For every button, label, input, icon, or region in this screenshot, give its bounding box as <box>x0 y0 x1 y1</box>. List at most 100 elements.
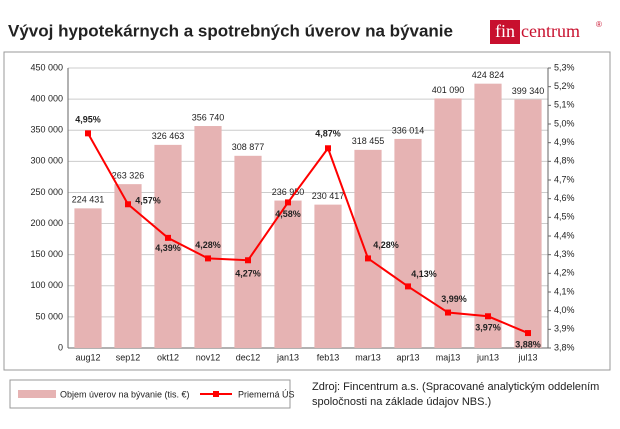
x-tick-label: okt12 <box>157 352 179 362</box>
y2-tick-label: 4,9% <box>554 137 575 147</box>
value-label: 4,39% <box>155 243 181 253</box>
y2-tick-label: 5,3% <box>554 62 575 72</box>
x-tick-label: feb13 <box>317 352 340 362</box>
y2-tick-label: 4,7% <box>554 174 575 184</box>
point <box>245 257 251 264</box>
y2-tick-label: 5,2% <box>554 81 575 91</box>
logo-part: centrum <box>521 21 580 41</box>
legend-label: Objem úverov na bývanie (tis. €) <box>60 389 190 399</box>
value-label: 4,13% <box>411 269 437 279</box>
y-tick-label: 400 000 <box>30 93 63 103</box>
x-tick-label: aug12 <box>75 352 100 362</box>
x-tick-label: dec12 <box>236 352 261 362</box>
value-label: 326 463 <box>152 131 185 141</box>
y2-tick-label: 5,0% <box>554 118 575 128</box>
y2-tick-label: 4,4% <box>554 230 575 240</box>
value-label: 4,27% <box>235 269 261 279</box>
legend-label: Priemerná ÚS <box>238 389 295 399</box>
bar <box>394 138 422 348</box>
legend-frame <box>9 379 291 409</box>
value-label: 401 090 <box>432 85 465 95</box>
x-tick-label: jun13 <box>476 352 499 362</box>
value-label: 4,57% <box>135 196 161 206</box>
y2-tick-label: 3,8% <box>554 342 575 352</box>
value-label: 4,28% <box>195 240 221 250</box>
y-tick-label: 200 000 <box>30 218 63 228</box>
line <box>87 132 529 334</box>
y-tick-label: 50 000 <box>35 311 63 321</box>
value-label: 4,28% <box>373 240 399 250</box>
y-tick-label: 100 000 <box>30 280 63 290</box>
y2-tick-label: 4,2% <box>554 268 575 278</box>
point <box>285 199 291 206</box>
value-label: 4,58% <box>275 209 301 219</box>
chart-frame <box>3 51 611 371</box>
value-label: 424 824 <box>472 70 505 80</box>
y-tick-label: 350 000 <box>30 125 63 135</box>
x-tick-label: maj13 <box>436 352 461 362</box>
source: Zdroj: Fincentrum a.s. (Spracované analy… <box>312 381 599 393</box>
value-label: 3,97% <box>475 323 501 333</box>
value-label: 224 431 <box>72 195 105 205</box>
legend-swatch <box>18 390 56 398</box>
point <box>325 145 331 152</box>
y-tick-label: 0 <box>58 342 63 352</box>
y2-tick-label: 4,3% <box>554 249 575 259</box>
value-label: 3,88% <box>515 339 541 349</box>
y2-tick-label: 4,0% <box>554 305 575 315</box>
y-tick-label: 250 000 <box>30 187 63 197</box>
legend-swatch <box>213 391 219 397</box>
y-tick-label: 450 000 <box>30 62 63 72</box>
bar <box>74 208 102 348</box>
source: spoločnosti na základe údajov NBS.) <box>312 396 491 408</box>
value-label: 336 014 <box>392 125 425 135</box>
logo-mark: ® <box>596 20 602 29</box>
value-label: 308 877 <box>232 142 265 152</box>
value-label: 318 455 <box>352 136 385 146</box>
point <box>125 201 131 208</box>
point <box>365 255 371 262</box>
point <box>205 255 211 262</box>
x-tick-label: nov12 <box>196 352 221 362</box>
x-tick-label: mar13 <box>355 352 381 362</box>
point <box>165 234 171 241</box>
value-label: 263 326 <box>112 171 145 181</box>
bar <box>354 149 382 348</box>
bar <box>154 144 182 348</box>
bar <box>314 204 342 348</box>
y2-tick-label: 3,9% <box>554 324 575 334</box>
point <box>85 130 91 137</box>
x-tick-label: jul13 <box>517 352 537 362</box>
bar <box>194 126 222 348</box>
y2-tick-label: 4,6% <box>554 193 575 203</box>
bar <box>274 200 302 348</box>
value-label: 4,95% <box>75 115 101 125</box>
logo-part: fin <box>495 21 515 41</box>
bar <box>114 184 142 348</box>
y2-tick-label: 4,5% <box>554 212 575 222</box>
x-tick-label: jan13 <box>276 352 299 362</box>
value-label: 3,99% <box>441 294 467 304</box>
y-tick-label: 300 000 <box>30 156 63 166</box>
y2-tick-label: 4,1% <box>554 286 575 296</box>
bar <box>514 99 542 348</box>
value-label: 356 740 <box>192 112 225 122</box>
point <box>445 309 451 316</box>
chart-title: Vývoj hypotekárnych a spotrebných úverov… <box>8 21 453 40</box>
value-label: 230 417 <box>312 191 345 201</box>
point <box>485 313 491 320</box>
bar <box>474 83 502 348</box>
y2-tick-label: 4,8% <box>554 156 575 166</box>
x-tick-label: apr13 <box>396 352 419 362</box>
value-label: 399 340 <box>512 86 545 96</box>
value-label: 4,87% <box>315 129 341 139</box>
point <box>405 283 411 290</box>
x-tick-label: sep12 <box>116 352 141 362</box>
bar <box>234 155 262 348</box>
value-label: 236 950 <box>272 187 305 197</box>
logo-box <box>490 20 520 44</box>
point <box>525 330 531 337</box>
y2-tick-label: 5,1% <box>554 100 575 110</box>
y-tick-label: 150 000 <box>30 249 63 259</box>
